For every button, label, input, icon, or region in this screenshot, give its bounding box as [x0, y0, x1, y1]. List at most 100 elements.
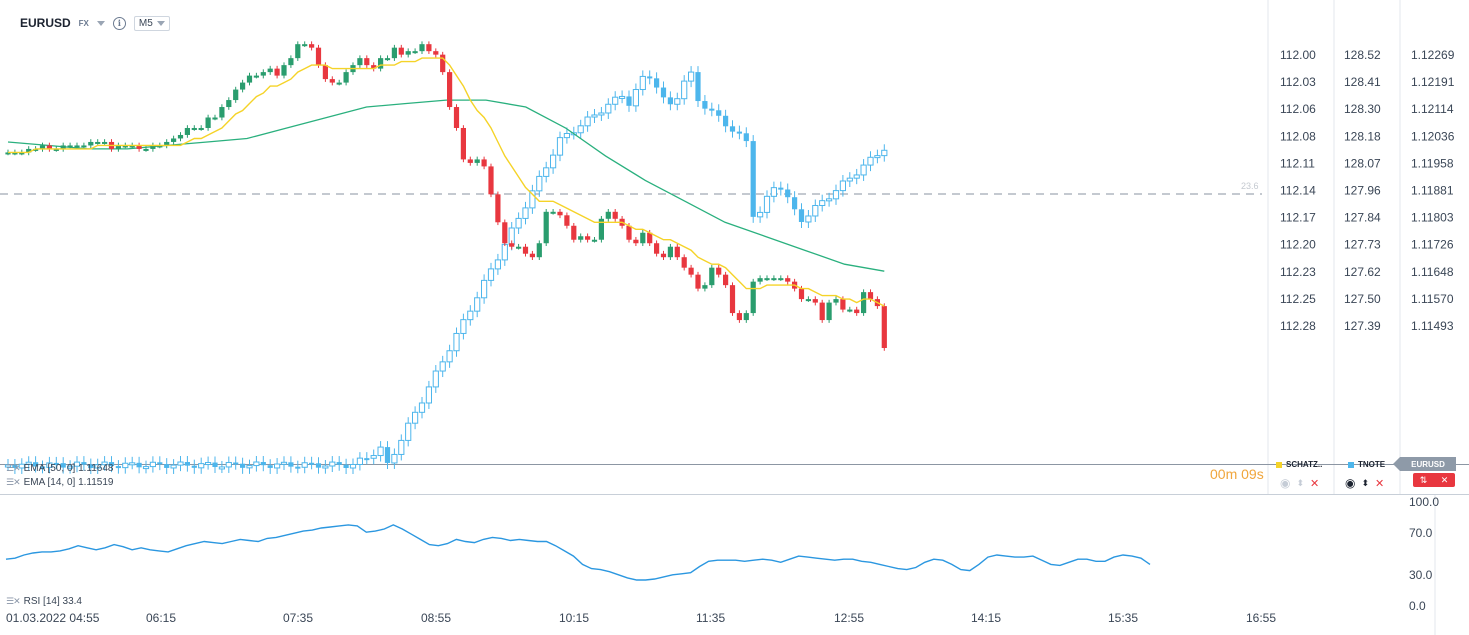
candle[interactable] — [433, 48, 439, 58]
candle[interactable] — [557, 209, 563, 219]
candle[interactable] — [198, 125, 204, 131]
legend-rsi[interactable]: ☰✕ RSI [14] 33.4 — [6, 596, 82, 607]
candle[interactable] — [681, 254, 687, 271]
candle[interactable] — [240, 79, 246, 93]
candle[interactable] — [847, 306, 853, 313]
candle[interactable] — [143, 146, 149, 152]
candle[interactable] — [660, 250, 667, 260]
candle[interactable] — [785, 275, 791, 285]
candle[interactable] — [440, 51, 446, 75]
candle[interactable] — [177, 132, 184, 142]
candle[interactable] — [474, 156, 480, 166]
eye-icon[interactable]: ◉ — [1280, 476, 1291, 490]
candle[interactable] — [191, 125, 197, 131]
candle[interactable] — [778, 275, 784, 281]
candle[interactable] — [184, 125, 190, 138]
candle[interactable] — [612, 209, 618, 222]
candle[interactable] — [750, 278, 756, 316]
candle[interactable] — [67, 142, 73, 149]
sort-arrows-icon[interactable]: ⬍ — [1296, 477, 1305, 488]
candle[interactable] — [522, 243, 529, 257]
candle[interactable] — [343, 69, 349, 86]
candle[interactable] — [736, 310, 742, 323]
candle[interactable] — [481, 156, 487, 170]
eurusd-settings-button[interactable]: ⇅ ✕ — [1413, 473, 1455, 487]
legend-ema14[interactable]: ☰✕ EMA [14, 0] 1.11519 — [6, 477, 114, 488]
candle[interactable] — [674, 243, 680, 260]
candle[interactable] — [654, 240, 660, 257]
candle[interactable] — [702, 282, 708, 292]
candle[interactable] — [585, 233, 591, 243]
candle[interactable] — [509, 240, 515, 250]
candle[interactable] — [371, 62, 377, 72]
candle[interactable] — [205, 114, 211, 131]
candle[interactable] — [695, 271, 701, 292]
candle[interactable] — [302, 41, 308, 47]
candle[interactable] — [136, 142, 142, 152]
candle[interactable] — [495, 191, 501, 226]
candle[interactable] — [543, 209, 549, 247]
candle[interactable] — [260, 69, 266, 79]
candle[interactable] — [757, 275, 763, 285]
candle[interactable] — [233, 86, 239, 103]
symbol-dropdown-icon[interactable] — [96, 20, 105, 26]
candle[interactable] — [46, 142, 52, 152]
candle[interactable] — [267, 65, 273, 75]
symbol-name[interactable]: EURUSD — [20, 16, 71, 30]
candle[interactable] — [488, 163, 494, 198]
eye-icon[interactable]: ◉ — [1345, 476, 1356, 490]
indicator-menu-icon[interactable]: ☰✕ — [6, 596, 21, 606]
candle[interactable] — [329, 76, 335, 86]
candle[interactable] — [688, 264, 694, 278]
candle[interactable] — [115, 142, 121, 152]
candle[interactable] — [861, 289, 867, 316]
candle[interactable] — [833, 296, 839, 306]
candle[interactable] — [281, 62, 287, 79]
candle[interactable] — [453, 104, 460, 131]
indicator-menu-icon[interactable]: ☰✕ — [6, 477, 21, 487]
candle[interactable] — [591, 236, 598, 243]
candle[interactable] — [60, 142, 66, 152]
candle[interactable] — [633, 236, 639, 247]
legend-ema50[interactable]: ☰✕ EMA [50, 0] 1.11648 — [6, 463, 114, 474]
candle[interactable] — [460, 125, 466, 163]
candle[interactable] — [536, 240, 542, 260]
candle[interactable] — [219, 104, 225, 121]
candle[interactable] — [805, 296, 811, 302]
candle[interactable] — [598, 215, 604, 243]
close-icon[interactable]: ✕ — [1375, 477, 1385, 490]
candle[interactable] — [564, 212, 570, 229]
candle[interactable] — [150, 142, 156, 152]
candle[interactable] — [384, 55, 391, 61]
candle[interactable] — [102, 139, 108, 145]
candle[interactable] — [467, 156, 473, 166]
close-icon[interactable]: ✕ — [1440, 474, 1449, 485]
candle[interactable] — [571, 222, 577, 243]
candle[interactable] — [709, 264, 715, 288]
candle[interactable] — [881, 303, 887, 351]
candle[interactable] — [550, 209, 556, 215]
candle[interactable] — [398, 44, 404, 58]
candle[interactable] — [212, 114, 218, 121]
candle[interactable] — [226, 97, 232, 110]
candle[interactable] — [764, 275, 770, 281]
candle[interactable] — [723, 271, 729, 288]
candle[interactable] — [812, 296, 818, 306]
candle[interactable] — [771, 275, 777, 281]
candle[interactable] — [578, 233, 584, 243]
candle[interactable] — [529, 250, 535, 260]
candle[interactable] — [391, 44, 397, 61]
candle[interactable] — [26, 146, 32, 156]
candle[interactable] — [309, 41, 315, 51]
candle[interactable] — [743, 310, 749, 323]
close-icon[interactable]: ✕ — [1310, 477, 1320, 490]
candle[interactable] — [854, 306, 860, 316]
overlay-tag-eurusd[interactable]: EURUSD — [1393, 457, 1456, 471]
timeframe-select[interactable]: M5 — [133, 15, 170, 31]
candle[interactable] — [826, 299, 832, 323]
candle[interactable] — [667, 243, 673, 260]
candle[interactable] — [640, 229, 646, 247]
candle[interactable] — [502, 219, 508, 247]
candle[interactable] — [288, 55, 294, 68]
candle[interactable] — [274, 65, 280, 79]
